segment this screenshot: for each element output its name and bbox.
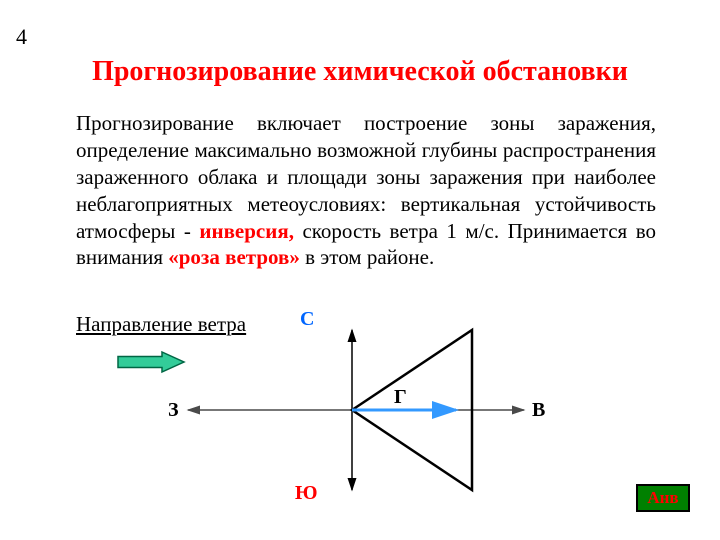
anv-button[interactable]: Анв	[636, 484, 690, 512]
depth-label: Г	[394, 386, 407, 409]
compass-south-label: Ю	[295, 482, 318, 505]
body-paragraph: Прогнозирование включает построение зоны…	[76, 110, 656, 271]
page-number: 4	[16, 24, 27, 50]
compass-east-label: В	[532, 399, 545, 422]
body-post: в этом районе.	[300, 245, 434, 269]
page-title: Прогнозирование химической обстановки	[0, 56, 720, 88]
windrose-term: «роза ветров»	[168, 245, 300, 269]
compass-svg	[76, 306, 636, 506]
inversion-term: инверсия,	[199, 219, 294, 243]
compass-diagram: Направление ветра С Ю З В Г	[76, 306, 656, 506]
compass-west-label: З	[168, 399, 179, 422]
compass-north-label: С	[300, 308, 314, 331]
